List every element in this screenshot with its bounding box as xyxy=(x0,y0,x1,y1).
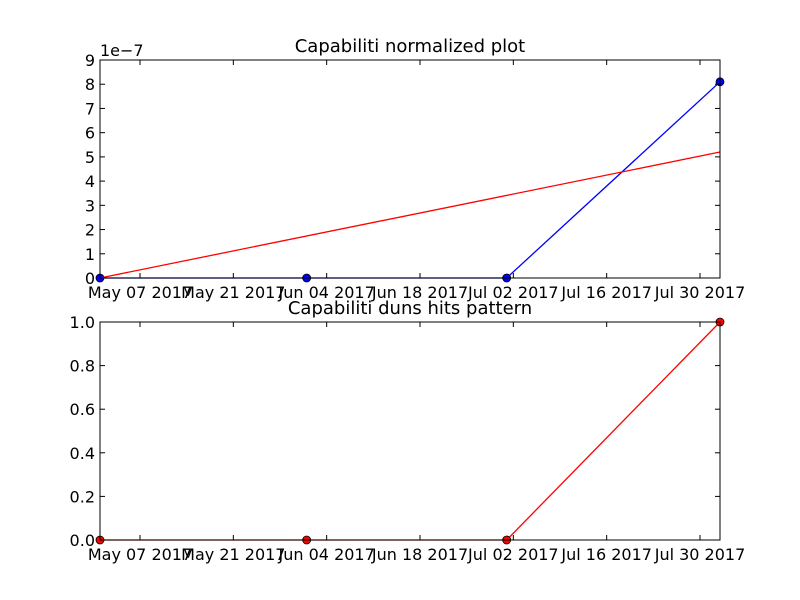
y-tick-label: 0 xyxy=(85,269,95,288)
y-tick-label: 0.2 xyxy=(70,487,95,506)
x-tick-label: Jul 02 2017 xyxy=(467,283,559,302)
y-tick-label: 6 xyxy=(85,124,95,143)
x-tick-label: Jun 18 2017 xyxy=(371,545,468,564)
y-tick-label: 1.0 xyxy=(70,313,95,332)
x-tick-label: Jun 04 2017 xyxy=(278,283,375,302)
y-tick-label: 0.6 xyxy=(70,400,95,419)
x-tick-label: Jul 16 2017 xyxy=(560,283,652,302)
y-tick-label: 1 xyxy=(85,245,95,264)
series-line xyxy=(99,151,721,279)
x-tick-label: May 07 2017 xyxy=(88,545,192,564)
y-tick-label: 9 xyxy=(85,51,95,70)
plot-area-frame xyxy=(99,321,721,541)
x-tick-label: Jul 02 2017 xyxy=(467,545,559,564)
y-offset-text: 1e−7 xyxy=(100,41,144,60)
x-tick-label: May 21 2017 xyxy=(181,283,285,302)
chart-title: Capabiliti duns hits pattern xyxy=(288,298,532,319)
y-tick-label: 2 xyxy=(85,221,95,240)
x-tick-label: Jul 16 2017 xyxy=(560,545,652,564)
y-tick-label: 4 xyxy=(85,172,95,191)
plot-area-frame xyxy=(99,59,721,279)
x-tick-label: Jun 04 2017 xyxy=(278,545,375,564)
x-tick-label: Jun 18 2017 xyxy=(371,283,468,302)
x-tick-label: May 07 2017 xyxy=(88,283,192,302)
x-tick-label: May 21 2017 xyxy=(181,545,285,564)
y-tick-label: 8 xyxy=(85,75,95,94)
y-tick-label: 0.0 xyxy=(70,531,95,550)
y-tick-label: 0.4 xyxy=(70,444,95,463)
chart-title: Capabiliti normalized plot xyxy=(295,36,526,57)
y-tick-label: 0.8 xyxy=(70,357,95,376)
y-tick-label: 7 xyxy=(85,99,95,118)
x-tick-label: Jul 30 2017 xyxy=(654,545,746,564)
x-tick-label: Jul 30 2017 xyxy=(654,283,746,302)
y-tick-label: 3 xyxy=(85,196,95,215)
y-tick-label: 5 xyxy=(85,148,95,167)
